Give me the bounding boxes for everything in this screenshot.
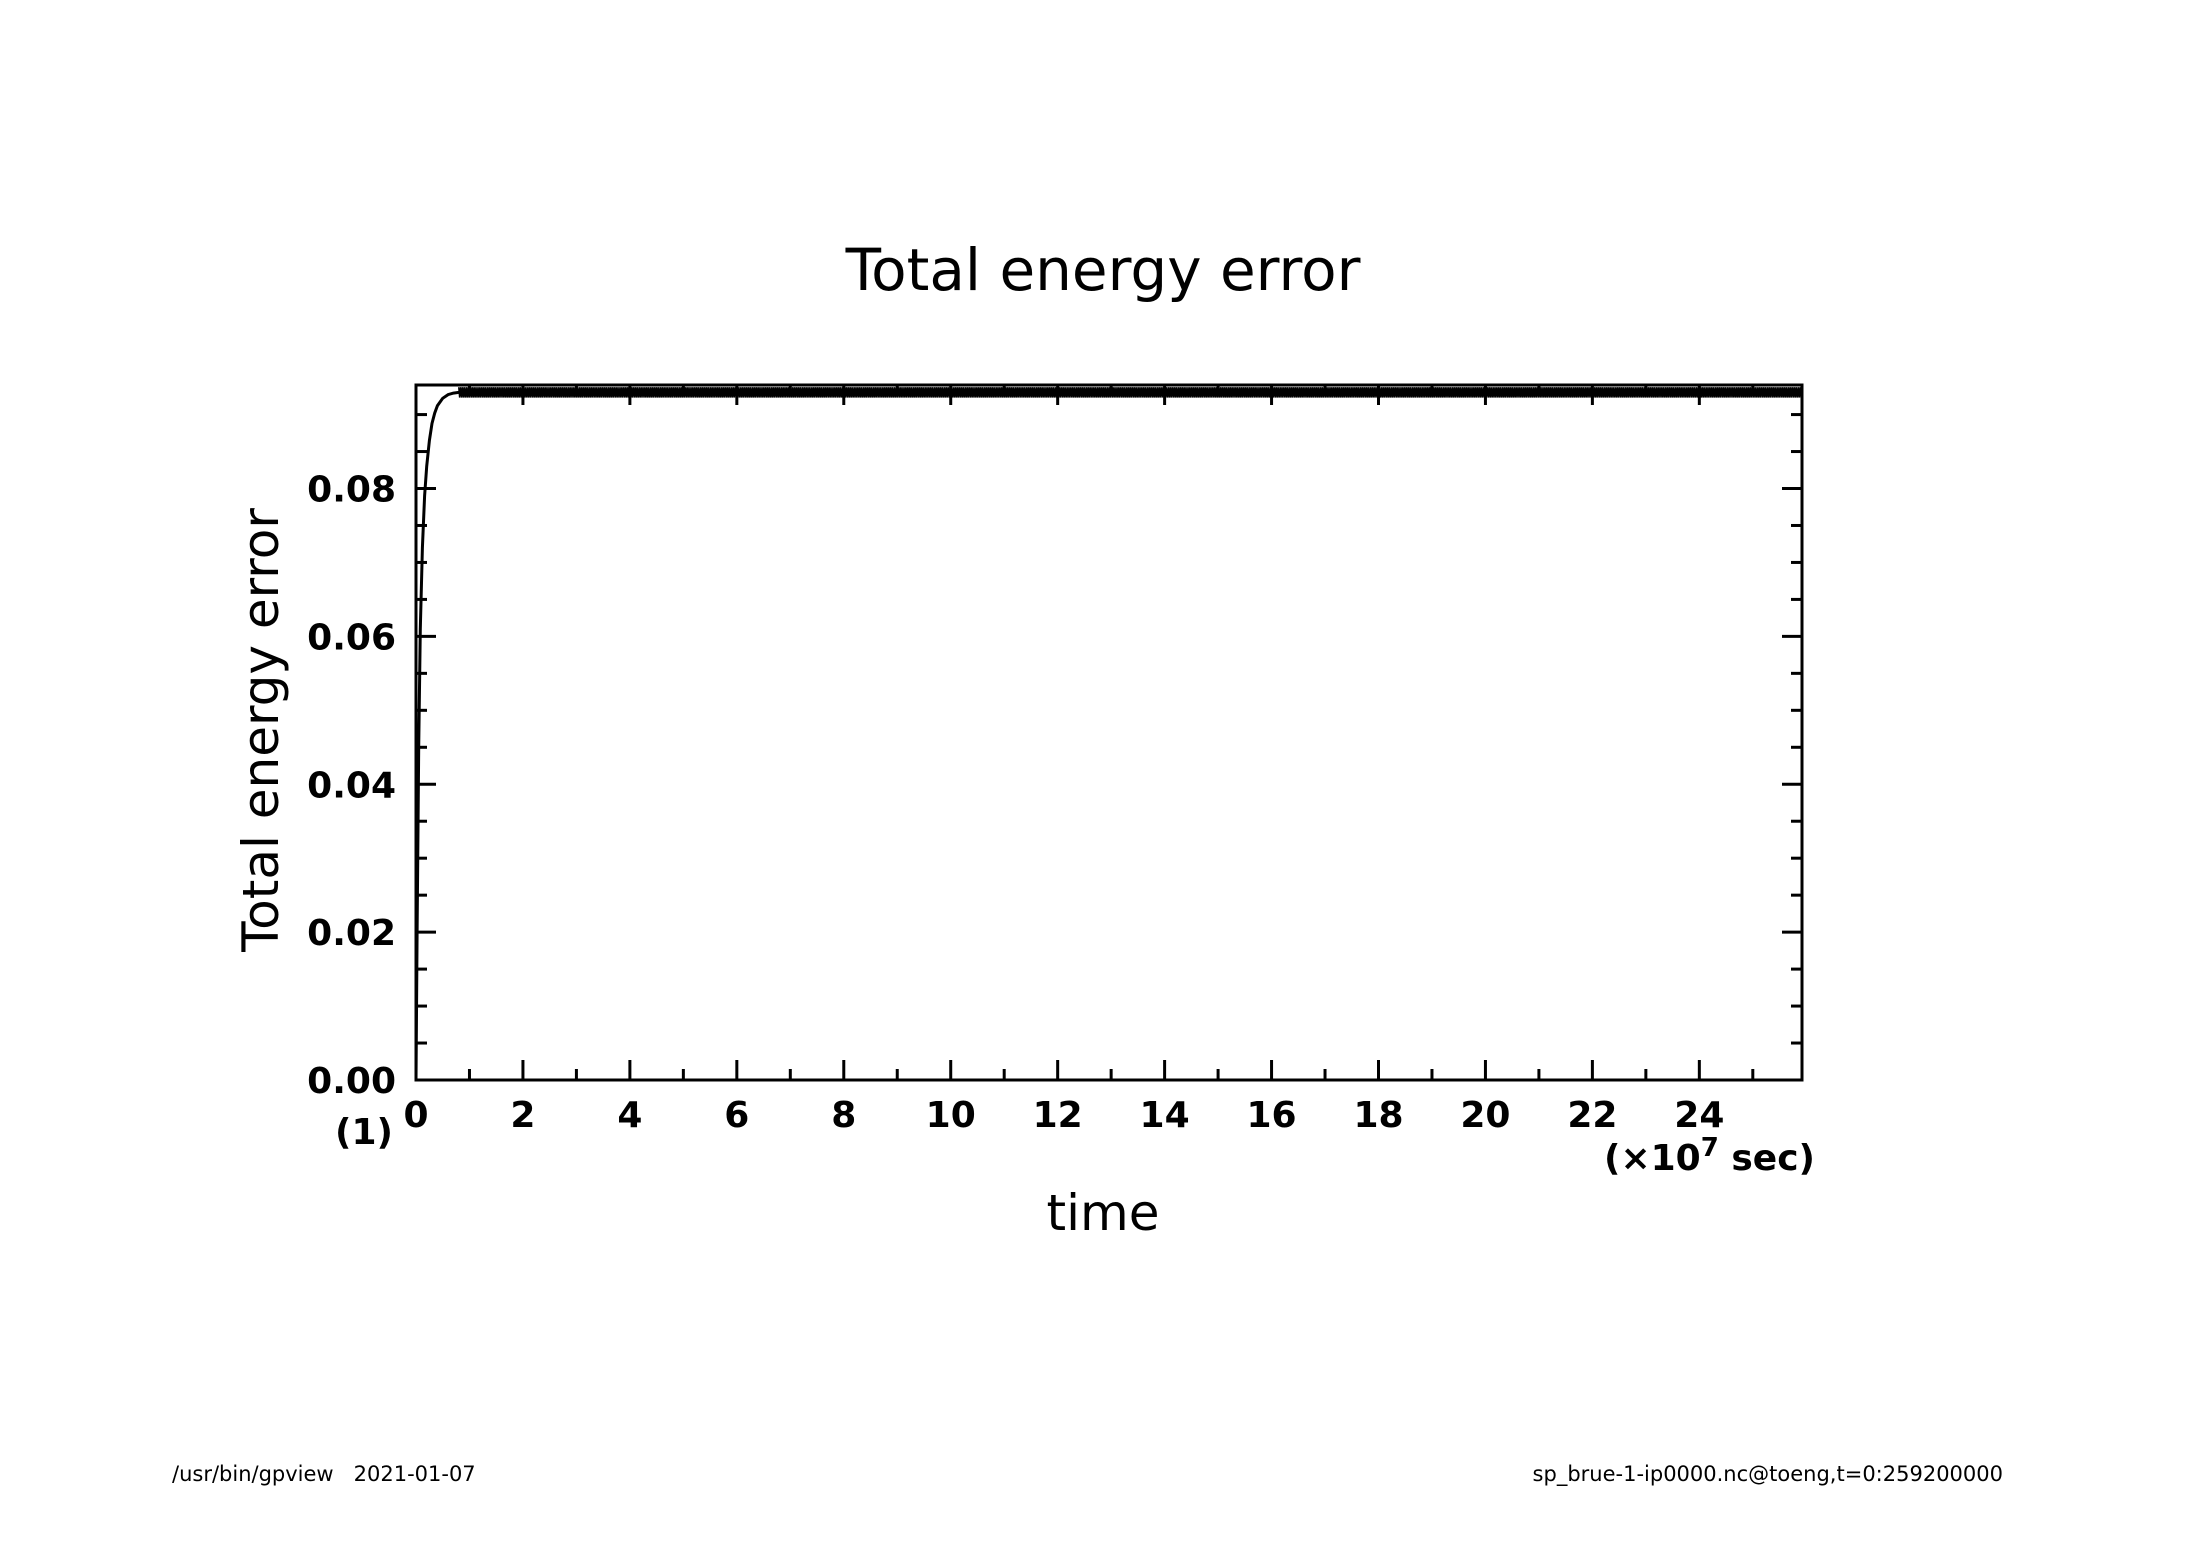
x-tick-label: 4 [617, 1095, 642, 1136]
x-tick-label: 10 [926, 1095, 976, 1136]
x-tick-label: 22 [1567, 1095, 1617, 1136]
x-tick-label: 14 [1140, 1095, 1190, 1136]
y-tick-label: 0.02 [307, 913, 396, 954]
series-line [414, 390, 1802, 1081]
y-tick-label: 0.08 [307, 470, 396, 511]
plot-area: 0 2 4 6 8 10 12 14 16 18 20 22 240.000.020.040.060.0… [307, 383, 1804, 1136]
chart-title: Total energy error [845, 236, 1361, 304]
x-tick-label: 24 [1674, 1095, 1724, 1136]
x-axis-label: time [1047, 1184, 1160, 1242]
x-unit-label: (×107 sec) [1604, 1133, 1815, 1179]
y-tick-label: 0.00 [307, 1061, 396, 1102]
x-tick-label: 2 [510, 1095, 535, 1136]
x-unit-suffix: sec) [1719, 1138, 1815, 1179]
x-tick-label: 12 [1033, 1095, 1083, 1136]
y-tick-label: 0.06 [307, 617, 396, 658]
footer-left: /usr/bin/gpview 2021-01-07 [172, 1462, 476, 1486]
x-tick-label: 16 [1247, 1095, 1297, 1136]
x-unit-prefix: (×10 [1604, 1138, 1701, 1179]
x-tick-label: 6 [724, 1095, 749, 1136]
x-tick-label: 0 [403, 1095, 428, 1136]
x-unit-exponent: 7 [1701, 1133, 1719, 1163]
y-tick-label: 0.04 [307, 765, 396, 806]
footer-right: sp_brue-1-ip0000.nc@toeng,t=0:259200000 [1532, 1462, 2003, 1486]
y-axis-label: Total energy error [232, 508, 290, 953]
y-index-label: (1) [335, 1112, 393, 1153]
x-tick-label: 18 [1353, 1095, 1403, 1136]
series-oscillation-band [458, 387, 1803, 398]
x-tick-label: 8 [831, 1095, 856, 1136]
x-tick-label: 20 [1460, 1095, 1510, 1136]
plot-frame [414, 383, 1804, 1082]
